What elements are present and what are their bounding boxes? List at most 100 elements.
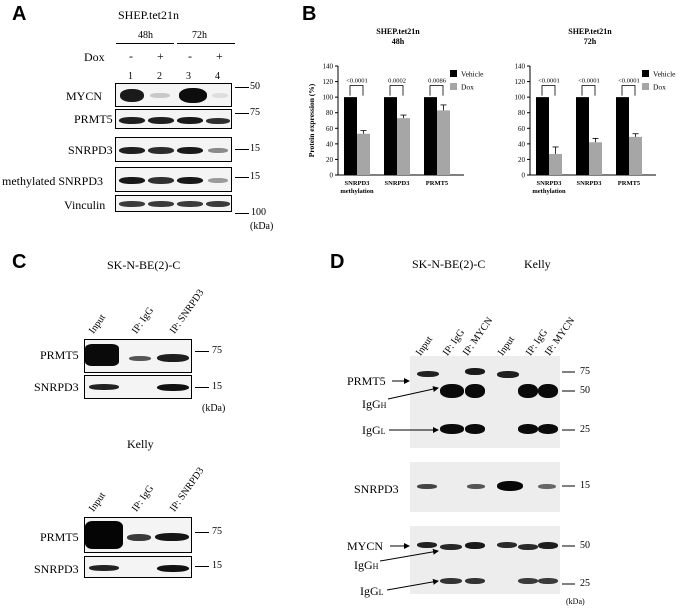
- chart0-bar-dox-0: [357, 133, 370, 175]
- panel-c1-mw-snrpd3: 15: [212, 381, 222, 392]
- chart1-category-2-0: PRMT5: [618, 180, 641, 187]
- chart1-legend-vehicle: Vehicle: [653, 70, 676, 79]
- chart0-bar-vehicle-1: [384, 97, 397, 175]
- panel-c2-lane-ip-igg: IP: IgG: [129, 483, 157, 514]
- chart1-bar-dox-0: [549, 153, 562, 175]
- panel-a-cell-line: SHEP.tet21n: [118, 8, 180, 22]
- panel-a-lane-2: 2: [157, 71, 162, 82]
- chart0-ytick-label-7: 140: [323, 63, 334, 71]
- chart0-subtitle: 48h: [392, 37, 405, 46]
- panel-a-mw-mycn: 50: [250, 81, 260, 92]
- chart0-ytick-label-4: 80: [326, 109, 334, 117]
- panel-a-row-label-mycn: MYCN: [66, 89, 103, 103]
- chart0-category-1-0: SNRPD3: [385, 180, 411, 187]
- panel-c1-row-label-snrpd3: SNRPD3: [34, 380, 79, 394]
- panel-a-lane-4: 4: [215, 71, 220, 82]
- chart0-legend-swatch-dox: [450, 83, 457, 90]
- panel-c2-row-label-prmt5: PRMT5: [40, 530, 79, 544]
- chart1-ytick-label-6: 120: [515, 78, 526, 86]
- chart0-bar-vehicle-0: [344, 97, 357, 175]
- panel-a-mw-prmt5: 75: [250, 107, 260, 118]
- panel-d-mw-15: 15: [580, 480, 590, 491]
- panel-d-lane-6: IP: MYCN: [542, 315, 578, 358]
- chart1-ytick-label-0: 0: [522, 172, 526, 180]
- chart1-legend-dox: Dox: [653, 83, 666, 92]
- panel-a-dox-4: +: [216, 49, 223, 63]
- chart0-category-0-1: methylation: [340, 188, 374, 195]
- chart1-legend-swatch-vehicle: [642, 70, 649, 77]
- panel-d-cell-line-2: Kelly: [524, 257, 551, 271]
- panel-d-blot-prmt5: [410, 356, 560, 448]
- panel-a-mw-tick-mycn: [235, 87, 249, 88]
- panel-d-cell-line-1: SK-N-BE(2)-C: [412, 257, 486, 271]
- panel-a-row-label-methylated-snrpd3: methylated SNRPD3: [2, 174, 103, 188]
- panel-d-label-igg-l: IgGL: [362, 423, 386, 437]
- panel-a-mw-tick-vinculin: [235, 213, 249, 214]
- chart0-pvalue-1: 0.0002: [388, 77, 406, 84]
- panel-d-mw-50: 50: [580, 385, 590, 396]
- chart1-pvalue-1: <0.0001: [578, 77, 600, 84]
- chart1-bracket-1: [581, 85, 596, 96]
- panel-c1-lane-ip-snrpd3: IP: SNRPD3: [167, 287, 207, 336]
- chart1-ytick-label-3: 60: [518, 125, 526, 133]
- panel-a-blot-snrpd3: [115, 137, 232, 162]
- chart0-category-2-0: PRMT5: [426, 180, 449, 187]
- panel-d-label-igg-l-2: IgGL: [360, 584, 384, 598]
- panel-c2-mw-tick-prmt5: [195, 532, 209, 533]
- panel-a-dox-label: Dox: [84, 50, 105, 64]
- panel-a-mw-tick-snrpd3: [235, 149, 249, 150]
- chart0-title: SHEP.tet21n: [376, 27, 420, 36]
- panel-a-blot-mycn: [115, 83, 232, 107]
- chart0-pvalue-0: <0.0001: [346, 77, 368, 84]
- panel-a-mw-snrpd3: 15: [250, 143, 260, 154]
- panel-a-blot-methylated-snrpd3: [115, 167, 232, 192]
- panel-d-lane-1: Input: [413, 334, 436, 358]
- chart1-category-0-0: SNRPD3: [537, 180, 563, 187]
- panel-c1-mw-tick-prmt5: [195, 351, 209, 352]
- panel-a-mw-vinculin: 100: [251, 207, 266, 218]
- panel-c2-lane-ip-snrpd3: IP: SNRPD3: [167, 465, 207, 514]
- panel-c2-mw-snrpd3: 15: [212, 560, 222, 571]
- panel-a-dox-1: -: [129, 49, 133, 63]
- panel-a-row-label-prmt5: PRMT5: [74, 112, 113, 126]
- chart0-legend-swatch-vehicle: [450, 70, 457, 77]
- panel-c2-lane-input: Input: [86, 490, 109, 514]
- panel-c-cell-line-2: Kelly: [127, 437, 154, 451]
- panel-d-blot-mycn: [410, 526, 560, 594]
- chart1-subtitle: 72h: [584, 37, 597, 46]
- chart1-bracket-2: [621, 85, 636, 96]
- panel-d-mw-50b: 50: [580, 540, 590, 551]
- chart0-legend-vehicle: Vehicle: [461, 70, 484, 79]
- chart1-bar-vehicle-1: [576, 97, 589, 175]
- panel-c1-lane-input: Input: [86, 312, 109, 336]
- chart0-bar-dox-2: [437, 110, 450, 175]
- panel-a-dox-3: -: [188, 49, 192, 63]
- chart0-bar-vehicle-2: [424, 97, 437, 175]
- chart0-ytick-label-6: 120: [323, 78, 334, 86]
- chart1-ytick-label-4: 80: [518, 109, 526, 117]
- panel-a-row-label-vinculin: Vinculin: [64, 198, 106, 212]
- chart0-ytick-label-2: 40: [326, 140, 334, 148]
- panel-d-mw-25: 25: [580, 424, 590, 435]
- chart1-bar-dox-1: [589, 142, 602, 175]
- chart1-bar-vehicle-0: [536, 97, 549, 175]
- panel-a-blot-prmt5: [115, 109, 232, 129]
- panel-c2-mw-prmt5: 75: [212, 526, 222, 537]
- panel-d-mw-25b: 25: [580, 578, 590, 589]
- chart1-ytick-label-7: 140: [515, 63, 526, 71]
- panel-d-blot-snrpd3: [410, 462, 560, 512]
- chart1-bracket-0: [541, 85, 556, 96]
- panel-a-time-48: 48h: [138, 30, 153, 41]
- chart0-pvalue-2: 0.0086: [428, 77, 447, 84]
- chart0-ylabel: Protein expression (%): [307, 83, 316, 157]
- panel-c2-row-label-snrpd3: SNRPD3: [34, 562, 79, 576]
- chart0-bar-dox-1: [397, 118, 410, 175]
- chart0-ytick-label-0: 0: [330, 172, 334, 180]
- panel-d-label-snrpd3: SNRPD3: [354, 482, 399, 496]
- chart1-pvalue-0: <0.0001: [538, 77, 560, 84]
- panel-d-mw-75: 75: [580, 366, 590, 377]
- panel-a-mw-tick-methylated-snrpd3: [235, 177, 249, 178]
- panel-a-72h-bracket: [177, 43, 235, 44]
- chart0-bracket-1: [389, 85, 404, 96]
- chart0-category-0-0: SNRPD3: [345, 180, 371, 187]
